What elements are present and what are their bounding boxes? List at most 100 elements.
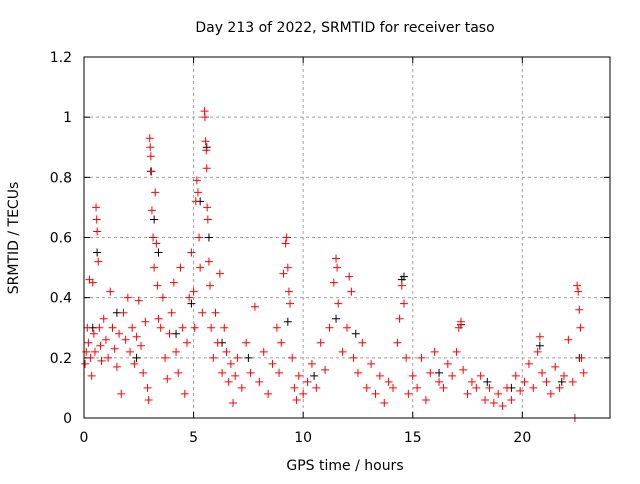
red-data-point (134, 296, 143, 305)
plot-border (83, 56, 611, 419)
red-data-point (579, 368, 588, 377)
chart-title: Day 213 of 2022, SRMTID for receiver tas… (195, 20, 494, 36)
red-data-point (538, 368, 547, 377)
red-data-point (87, 371, 96, 380)
red-data-point (332, 254, 341, 263)
red-data-point (535, 332, 544, 341)
red-data-point (476, 371, 485, 380)
y-axis-label: SRMTID / TECUs (6, 182, 22, 295)
red-data-point (272, 323, 281, 332)
x-tick-label: 0 (80, 430, 89, 446)
red-data-point (233, 353, 242, 362)
red-data-point (237, 383, 246, 392)
red-data-point (222, 347, 231, 356)
red-data-point (231, 371, 240, 380)
red-data-point (334, 299, 343, 308)
red-data-point (174, 368, 183, 377)
red-data-point (494, 389, 503, 398)
red-data-point (117, 389, 126, 398)
red-data-point (389, 383, 398, 392)
red-data-point (485, 383, 494, 392)
red-data-point (172, 347, 181, 356)
red-data-point (89, 329, 98, 338)
grid (84, 57, 610, 418)
black-data-point (244, 353, 253, 362)
red-data-point (242, 338, 251, 347)
red-data-point (399, 299, 408, 308)
red-data-point (576, 323, 585, 332)
red-data-point (185, 293, 194, 302)
red-data-point (90, 347, 99, 356)
red-data-point (375, 371, 384, 380)
red-data-point (358, 338, 367, 347)
red-data-point (448, 371, 457, 380)
red-data-point (299, 389, 308, 398)
black-data-point (310, 371, 319, 380)
red-data-point (397, 281, 406, 290)
y-tick-label: 0.6 (50, 231, 72, 247)
y-tick-label: 0 (63, 411, 72, 427)
red-data-point (146, 152, 155, 161)
red-data-point (92, 215, 101, 224)
red-data-point (213, 338, 222, 347)
red-data-point (481, 395, 490, 404)
red-data-point (533, 347, 542, 356)
red-data-point (329, 278, 338, 287)
red-data-point (524, 359, 533, 368)
red-data-point (452, 347, 461, 356)
red-data-point (203, 215, 212, 224)
red-data-point (180, 389, 189, 398)
black-data-point (187, 299, 196, 308)
red-data-point (192, 176, 201, 185)
red-data-point (195, 233, 204, 242)
red-data-point (128, 323, 137, 332)
red-data-point (226, 359, 235, 368)
red-data-point (112, 362, 121, 371)
red-data-point (555, 383, 564, 392)
red-data-point (463, 389, 472, 398)
red-data-point (303, 377, 312, 386)
red-data-point (259, 347, 268, 356)
red-data-point (224, 377, 233, 386)
black-data-point (204, 233, 213, 242)
red-data-point (564, 335, 573, 344)
red-data-point (152, 239, 161, 248)
red-data-point (106, 287, 115, 296)
black-data-point (154, 248, 163, 257)
red-data-point (275, 368, 284, 377)
red-data-point (167, 308, 176, 317)
red-data-point (294, 371, 303, 380)
red-data-point (115, 329, 124, 338)
red-data-point (250, 302, 259, 311)
red-data-point (209, 353, 218, 362)
red-data-point (529, 383, 538, 392)
red-data-point (196, 263, 205, 272)
red-data-point (404, 389, 413, 398)
red-data-point (81, 359, 90, 368)
red-data-point (83, 323, 92, 332)
red-data-point (191, 197, 200, 206)
red-data-point (281, 239, 290, 248)
red-data-point (502, 383, 511, 392)
red-data-point (146, 143, 155, 152)
red-data-point (95, 323, 104, 332)
red-data-point (426, 368, 435, 377)
red-data-point (268, 359, 277, 368)
red-data-point (347, 287, 356, 296)
red-data-point (343, 323, 351, 332)
red-data-point (489, 398, 498, 407)
red-data-point (542, 377, 551, 386)
red-data-point (201, 137, 210, 146)
red-data-point (546, 389, 555, 398)
x-tick-label: 20 (513, 430, 531, 446)
black-data-point (332, 314, 341, 323)
red-data-point (183, 338, 192, 347)
red-data-point (459, 365, 468, 374)
red-data-point (338, 347, 347, 356)
red-data-point (136, 341, 145, 350)
y-tick-label: 0.2 (50, 351, 72, 367)
red-data-point (573, 281, 582, 290)
y-tick-label: 0.4 (50, 291, 72, 307)
black-data-point (351, 329, 360, 338)
red-data-point (187, 248, 196, 257)
